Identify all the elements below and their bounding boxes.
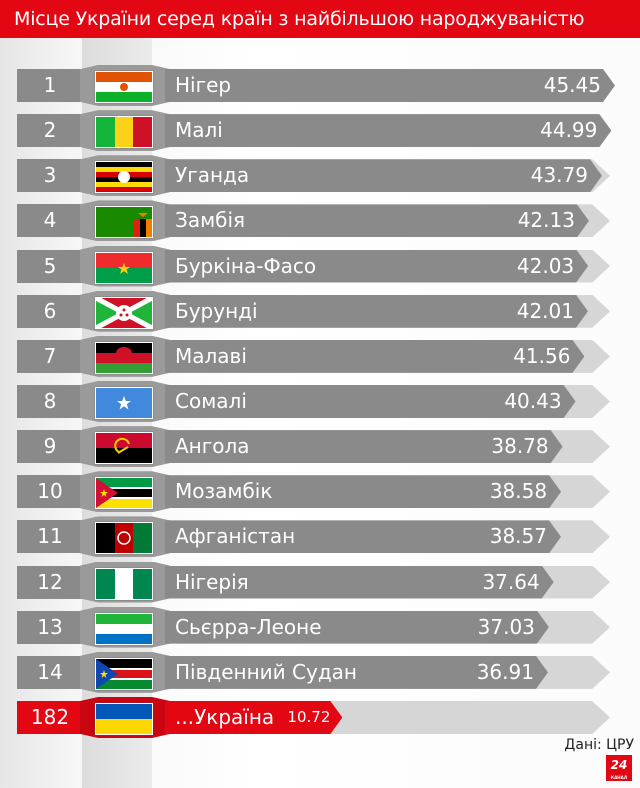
ranking-row: 4 Замбія 42.13 <box>0 200 640 242</box>
ranking-row: 2 Малі 44.99 <box>0 110 640 152</box>
channel-logo: 24 КАНАЛ <box>606 755 632 781</box>
ranking-row: 1 Нігер 45.45 <box>0 65 640 106</box>
ranking-row: 10 Мозамбік 38.58 <box>0 471 640 513</box>
logo-number: 24 <box>610 758 628 772</box>
logo-caption: КАНАЛ <box>610 775 628 780</box>
value-bar <box>165 204 589 238</box>
value-bar <box>165 565 554 599</box>
value-label: 38.58 <box>489 479 548 504</box>
country-name: Нігерія <box>175 569 249 594</box>
country-name: Ангола <box>175 434 250 459</box>
value-label: 42.01 <box>516 298 574 323</box>
value-label: 37.03 <box>477 614 535 639</box>
flag-ukraine-icon <box>95 702 153 735</box>
country-name: Малаві <box>175 343 247 368</box>
flag-afghanistan-icon <box>95 522 153 555</box>
flag-south-sudan-icon <box>95 657 153 690</box>
flag-burundi-icon <box>95 296 153 329</box>
flag-malawi-icon <box>95 341 153 374</box>
country-name: Сомалі <box>175 388 247 413</box>
value-bar <box>165 430 563 464</box>
value-bar <box>165 475 562 509</box>
value-label: 36.91 <box>476 659 534 684</box>
flag-nigeria-icon <box>95 567 153 600</box>
value-bar <box>165 159 602 193</box>
ranking-row: 8 Сомалі 40.43 <box>0 380 640 422</box>
country-name: Сьєрра-Леоне <box>175 614 322 639</box>
value-label: 42.13 <box>517 208 575 233</box>
value-label: 41.56 <box>513 343 571 368</box>
chart-title: Місце України серед країн з найбільшою н… <box>0 0 640 38</box>
ranking-row: 5 Буркіна-Фасо 42.03 <box>0 245 640 287</box>
value-label: 45.45 <box>543 73 601 97</box>
country-name: Бурунді <box>175 298 258 323</box>
ranking-row: 13 Сьєрра-Леоне 37.03 <box>0 606 640 648</box>
value-bar <box>165 249 589 283</box>
value-label: 40.43 <box>504 388 562 413</box>
value-label: 38.78 <box>491 434 549 459</box>
flag-angola-icon <box>95 432 153 465</box>
value-bar <box>165 520 561 554</box>
ranking-row: 9 Ангола 38.78 <box>0 426 640 468</box>
value-label: 43.79 <box>530 163 588 188</box>
value-bar <box>165 610 549 644</box>
flag-somalia-icon <box>95 386 153 419</box>
value-bar <box>165 655 548 689</box>
value-label: 38.57 <box>489 524 547 549</box>
country-name: Уганда <box>175 163 250 188</box>
value-label: 10.72 <box>287 707 331 726</box>
flag-mozambique-icon <box>95 477 153 510</box>
ranking-row: 6 Бурунді 42.01 <box>0 290 640 332</box>
country-name: Мозамбік <box>175 479 273 504</box>
value-bar <box>165 114 612 148</box>
country-name: Південний Судан <box>175 659 357 684</box>
country-name: Афганістан <box>175 524 296 549</box>
ranking-row: 14 Південний Судан 36.91 <box>0 651 640 693</box>
value-bar <box>165 384 576 418</box>
flag-uganda-icon <box>95 161 153 194</box>
flag-zambia-icon <box>95 206 153 239</box>
country-name: Замбія <box>175 208 246 233</box>
value-bar <box>165 700 343 734</box>
value-label: 42.03 <box>516 253 575 278</box>
value-bar <box>165 294 588 328</box>
value-label: 37.64 <box>482 569 540 594</box>
country-name: Малі <box>175 118 223 143</box>
country-name: Нігер <box>175 73 232 97</box>
flag-niger-icon <box>95 71 153 103</box>
ranking-row: 11 Афганістан 38.57 <box>0 516 640 558</box>
ranking-row: 7 Малаві 41.56 <box>0 335 640 377</box>
data-source: Дані: ЦРУ <box>564 737 634 753</box>
value-bar <box>165 339 585 373</box>
ranking-row-ukraine: 182 ...Україна 10.72 <box>0 696 640 738</box>
flag-burkina-icon <box>95 251 153 284</box>
country-name: Буркіна-Фасо <box>175 253 317 278</box>
flag-mali-icon <box>95 116 153 149</box>
flag-sierra-leone-icon <box>95 612 153 645</box>
value-label: 44.99 <box>540 118 598 143</box>
ranking-row: 12 Нігерія 37.64 <box>0 561 640 603</box>
ranking-row: 3 Уганда 43.79 <box>0 155 640 197</box>
value-bar <box>165 69 615 102</box>
country-name: ...Україна <box>175 704 275 729</box>
